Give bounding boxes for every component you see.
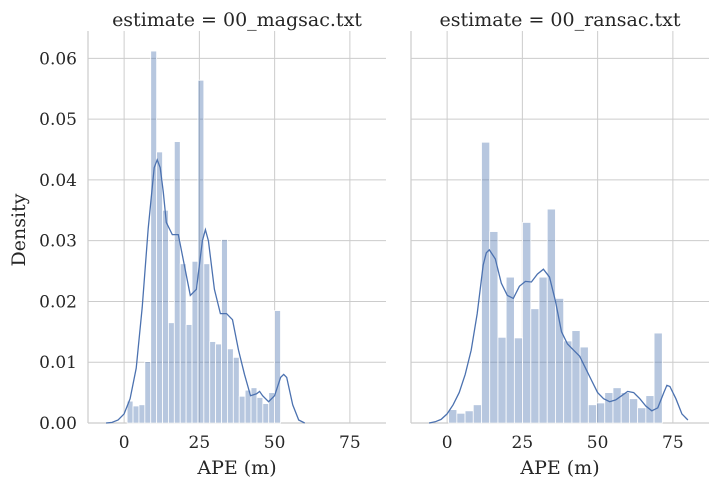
histogram-bar bbox=[168, 322, 175, 424]
histogram-bar bbox=[150, 50, 158, 424]
histogram-bar bbox=[209, 341, 217, 424]
histogram-bar bbox=[571, 330, 581, 424]
histogram-bar bbox=[132, 405, 140, 424]
x-tick-label: 0 bbox=[119, 433, 130, 453]
x-tick-label: 25 bbox=[189, 433, 211, 453]
x-tick-label: 75 bbox=[662, 433, 684, 453]
histogram-bar bbox=[227, 348, 234, 424]
histogram-bar bbox=[604, 392, 614, 424]
histogram-bar bbox=[250, 387, 258, 424]
y-tick-label: 0.02 bbox=[39, 292, 77, 312]
histogram-bar bbox=[472, 404, 482, 424]
histogram-bar bbox=[522, 222, 532, 424]
x-axis-label-ransac: APE (m) bbox=[519, 457, 599, 479]
histogram-bar bbox=[464, 410, 474, 424]
histogram-bar bbox=[579, 346, 589, 424]
facet-title-magsac: estimate = 00_magsac.txt bbox=[112, 9, 362, 31]
histogram-bar bbox=[238, 395, 246, 424]
histogram-bar bbox=[215, 343, 222, 424]
y-tick-label: 0.03 bbox=[39, 232, 77, 252]
histogram-bar bbox=[179, 263, 187, 424]
histogram-bar bbox=[563, 340, 573, 424]
histogram-bar bbox=[637, 407, 647, 424]
histogram-bar bbox=[156, 151, 163, 424]
x-axis-label-magsac: APE (m) bbox=[196, 457, 276, 479]
histogram-bar bbox=[620, 392, 630, 424]
x-tick-label: 75 bbox=[339, 433, 361, 453]
histogram-bar bbox=[546, 208, 556, 424]
histogram-bar bbox=[221, 239, 228, 424]
histogram-bar bbox=[448, 409, 458, 424]
x-tick-label: 25 bbox=[512, 433, 534, 453]
histogram-bar bbox=[262, 403, 270, 424]
histogram-bar bbox=[629, 398, 639, 424]
histogram-bar bbox=[530, 308, 540, 424]
x-tick-label: 50 bbox=[587, 433, 609, 453]
x-tick-label: 0 bbox=[442, 433, 453, 453]
y-tick-label: 0.00 bbox=[39, 414, 77, 434]
histogram-bar bbox=[653, 332, 663, 424]
facet-magsac: estimate = 00_magsac.txt APE (m) Density… bbox=[8, 9, 386, 479]
histogram-bar bbox=[596, 402, 606, 424]
histogram-bar bbox=[497, 336, 507, 424]
histogram-bar bbox=[612, 387, 622, 424]
x-tick-label: 50 bbox=[264, 433, 286, 453]
y-tick-label: 0.04 bbox=[39, 171, 77, 191]
facet-ransac: estimate = 00_ransac.txt APE (m) 0 25 50 75 bbox=[410, 9, 709, 479]
kde-curve-magsac bbox=[106, 157, 305, 424]
histogram-bar bbox=[481, 141, 491, 424]
histogram-bar bbox=[162, 209, 169, 424]
histogram-bar bbox=[456, 412, 466, 424]
histogram-bar bbox=[274, 310, 281, 424]
histogram-bar bbox=[232, 356, 240, 424]
histogram-bar bbox=[256, 397, 264, 424]
histogram-bar bbox=[587, 404, 597, 424]
histogram-bar bbox=[513, 337, 523, 424]
y-tick-label: 0.05 bbox=[39, 110, 77, 130]
y-tick-label: 0.06 bbox=[39, 49, 77, 69]
y-tick-label: 0.01 bbox=[39, 353, 77, 373]
histogram-bar bbox=[173, 141, 181, 424]
histogram-bar bbox=[538, 276, 548, 424]
histogram-bar bbox=[555, 298, 565, 424]
histogram-bars-ransac bbox=[448, 141, 663, 424]
facet-title-ransac: estimate = 00_ransac.txt bbox=[440, 9, 681, 31]
histogram-bar bbox=[489, 231, 499, 424]
histogram-bar bbox=[138, 404, 146, 424]
kde-curve-ransac bbox=[428, 248, 689, 424]
histogram-bar bbox=[185, 324, 193, 424]
histogram-bar bbox=[203, 263, 211, 424]
y-axis-label: Density bbox=[8, 193, 30, 266]
histogram-bar bbox=[144, 361, 152, 424]
grid-ransac bbox=[411, 31, 709, 424]
